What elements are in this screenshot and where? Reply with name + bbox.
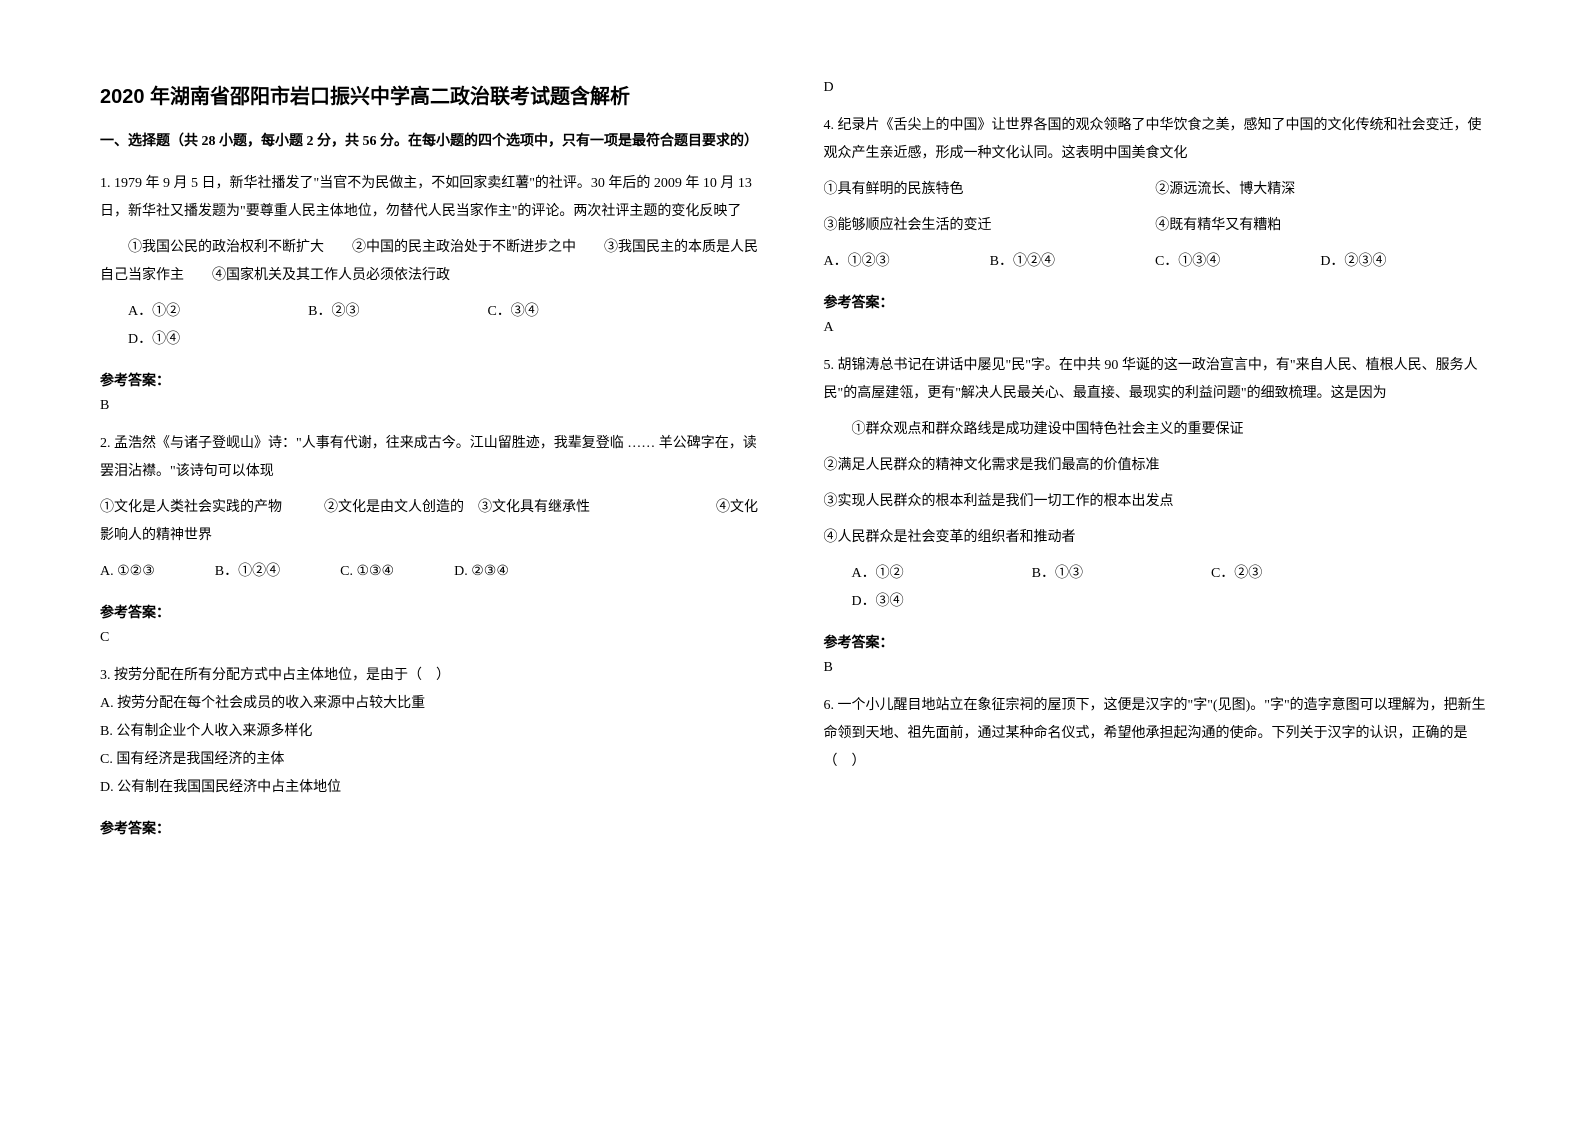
- option-d: D．②③④: [1320, 248, 1386, 276]
- question-subs: ①文化是人类社会实践的产物 ②文化是由文人创造的 ③文化具有继承性 ④文化影响人…: [100, 494, 764, 550]
- answer-value: D: [824, 80, 1488, 96]
- option-c: C. ①③④: [340, 558, 394, 586]
- question-text: 5. 胡锦涛总书记在讲话中屡见"民"字。在中共 90 华诞的这一政治宣言中，有"…: [824, 352, 1488, 408]
- option-c: C. 国有经济是我国经济的主体: [100, 746, 764, 774]
- question-3: 3. 按劳分配在所有分配方式中占主体地位，是由于（ ） A. 按劳分配在每个社会…: [100, 662, 764, 802]
- question-text: 6. 一个小儿醒目地站立在象征宗祠的屋顶下，这便是汉字的"字"(见图)。"字"的…: [824, 692, 1488, 776]
- option-c: C．①③④: [1155, 248, 1220, 276]
- page-title: 2020 年湖南省邵阳市岩口振兴中学高二政治联考试题含解析: [100, 80, 764, 109]
- answer-label: 参考答案：: [100, 602, 764, 622]
- sub-2: ②满足人民群众的精神文化需求是我们最高的价值标准: [824, 452, 1488, 480]
- option-a: A．①②③: [824, 248, 890, 276]
- sub-1: ①群众观点和群众路线是成功建设中国特色社会主义的重要保证: [824, 416, 1488, 444]
- answer-label: 参考答案：: [100, 370, 764, 390]
- question-subs: ①我国公民的政治权利不断扩大 ②中国的民主政治处于不断进步之中 ③我国民主的本质…: [100, 234, 764, 290]
- answer-value: C: [100, 630, 764, 646]
- answer-label: 参考答案：: [824, 292, 1488, 312]
- question-5: 5. 胡锦涛总书记在讲话中屡见"民"字。在中共 90 华诞的这一政治宣言中，有"…: [824, 352, 1488, 616]
- question-1: 1. 1979 年 9 月 5 日，新华社播发了"当官不为民做主，不如回家卖红薯…: [100, 170, 764, 354]
- option-d: D．③④: [824, 588, 904, 616]
- question-subs-row2: ③能够顺应社会生活的变迁 ④既有精华又有糟粕: [824, 212, 1488, 240]
- option-b: B．②③: [280, 298, 359, 326]
- option-c: C．②③: [1183, 560, 1262, 588]
- question-text: 3. 按劳分配在所有分配方式中占主体地位，是由于（ ）: [100, 662, 764, 690]
- section-header: 一、选择题（共 28 小题，每小题 2 分，共 56 分。在每小题的四个选项中，…: [100, 129, 764, 154]
- question-text: 2. 孟浩然《与诸子登岘山》诗："人事有代谢，往来成古今。江山留胜迹，我辈复登临…: [100, 430, 764, 486]
- sub-1: ①具有鲜明的民族特色: [824, 176, 1156, 204]
- option-a: A．①②: [824, 560, 904, 588]
- option-d: D．①④: [100, 326, 180, 354]
- question-options: A．①②③ B．①②④ C．①③④ D．②③④: [824, 248, 1488, 276]
- sub-2: ②源远流长、博大精深: [1155, 176, 1487, 204]
- option-b: B．①③: [1004, 560, 1083, 588]
- question-text: 1. 1979 年 9 月 5 日，新华社播发了"当官不为民做主，不如回家卖红薯…: [100, 170, 764, 226]
- question-options: A．①② B．①③ C．②③ D．③④: [824, 560, 1488, 616]
- question-2: 2. 孟浩然《与诸子登岘山》诗："人事有代谢，往来成古今。江山留胜迹，我辈复登临…: [100, 430, 764, 586]
- answer-value: A: [824, 320, 1488, 336]
- option-b: B．①②④: [215, 558, 280, 586]
- sub-3: ③能够顺应社会生活的变迁: [824, 212, 1156, 240]
- sub-4: ④人民群众是社会变革的组织者和推动者: [824, 524, 1488, 552]
- option-a: A. 按劳分配在每个社会成员的收入来源中占较大比重: [100, 690, 764, 718]
- question-text: 4. 纪录片《舌尖上的中国》让世界各国的观众领略了中华饮食之美，感知了中国的文化…: [824, 112, 1488, 168]
- answer-value: B: [100, 398, 764, 414]
- option-a: A．①②: [100, 298, 180, 326]
- answer-value: B: [824, 660, 1488, 676]
- answer-label: 参考答案：: [100, 818, 764, 838]
- question-options: A．①② B．②③ C．③④ D．①④: [100, 298, 764, 354]
- question-4: 4. 纪录片《舌尖上的中国》让世界各国的观众领略了中华饮食之美，感知了中国的文化…: [824, 112, 1488, 276]
- left-column: 2020 年湖南省邵阳市岩口振兴中学高二政治联考试题含解析 一、选择题（共 28…: [100, 80, 764, 846]
- option-c: C．③④: [459, 298, 538, 326]
- sub-3: ③实现人民群众的根本利益是我们一切工作的根本出发点: [824, 488, 1488, 516]
- option-d: D. ②③④: [454, 558, 509, 586]
- question-6: 6. 一个小儿醒目地站立在象征宗祠的屋顶下，这便是汉字的"字"(见图)。"字"的…: [824, 692, 1488, 776]
- sub-4: ④既有精华又有糟粕: [1155, 212, 1487, 240]
- answer-label: 参考答案：: [824, 632, 1488, 652]
- option-b: B. 公有制企业个人收入来源多样化: [100, 718, 764, 746]
- option-b: B．①②④: [990, 248, 1055, 276]
- question-subs-row1: ①具有鲜明的民族特色 ②源远流长、博大精深: [824, 176, 1488, 204]
- right-column: D 4. 纪录片《舌尖上的中国》让世界各国的观众领略了中华饮食之美，感知了中国的…: [824, 80, 1488, 846]
- question-options: A. ①②③ B．①②④ C. ①③④ D. ②③④: [100, 558, 764, 586]
- option-d: D. 公有制在我国国民经济中占主体地位: [100, 774, 764, 802]
- option-a: A. ①②③: [100, 558, 155, 586]
